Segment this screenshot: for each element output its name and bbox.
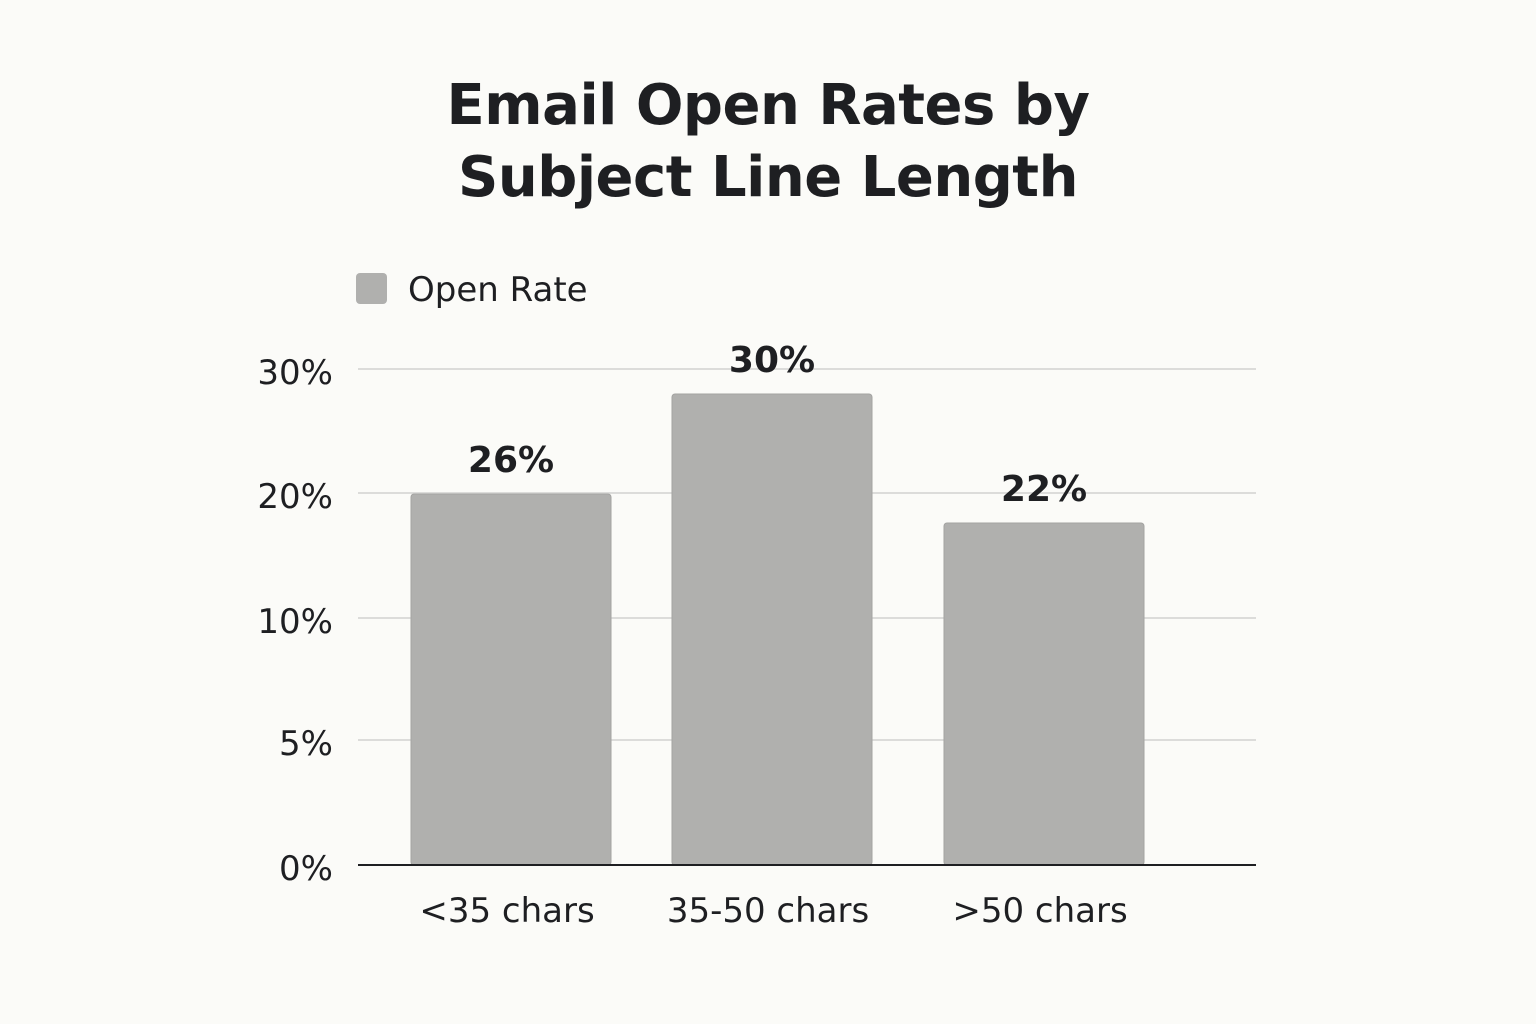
bar-value-label: 22% — [1001, 469, 1087, 510]
legend-swatch — [356, 273, 387, 304]
y-tick-label: 20% — [257, 477, 333, 517]
x-category-label: 35-50 chars — [667, 891, 869, 931]
x-axis-labels: <35 chars 35-50 chars >50 chars — [419, 891, 1127, 931]
y-tick-label: 5% — [279, 724, 333, 764]
bar — [943, 522, 1145, 866]
bars — [410, 393, 1145, 866]
bar-value-label: 26% — [468, 440, 554, 481]
y-axis-ticks: 0% 5% 10% 20% 30% — [257, 353, 333, 889]
legend: Open Rate — [356, 270, 588, 310]
y-tick-label: 10% — [257, 602, 333, 642]
chart-title-line-2: Subject Line Length — [458, 145, 1078, 210]
y-tick-label: 30% — [257, 353, 333, 393]
value-labels: 26% 30% 22% — [468, 340, 1087, 510]
x-category-label: >50 chars — [952, 891, 1127, 931]
bar-value-label: 30% — [729, 340, 815, 381]
bar — [410, 493, 612, 866]
chart-title: Email Open Rates by Subject Line Length — [0, 70, 1536, 214]
bar — [671, 393, 873, 866]
chart-title-line-1: Email Open Rates by — [446, 73, 1090, 138]
x-category-label: <35 chars — [419, 891, 594, 931]
legend-label: Open Rate — [408, 270, 588, 310]
y-tick-label: 0% — [279, 849, 333, 889]
